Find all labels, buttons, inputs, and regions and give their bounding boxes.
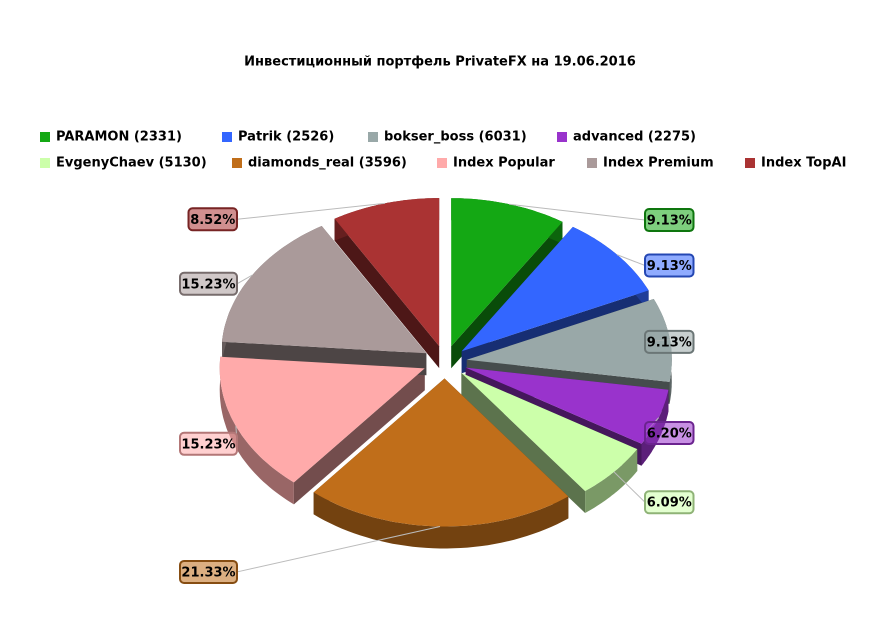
legend-label: Patrik (2526) [238,130,334,145]
legend-swatch [232,158,242,168]
value-label-box [179,271,238,296]
value-label-box [644,421,695,446]
legend-label: Index Popular [453,156,555,171]
legend-label: Index Premium [603,156,714,171]
value-label-box [644,208,695,233]
leader-line [236,525,441,573]
slice [222,226,427,354]
value-label-box [179,431,238,456]
legend-swatch [557,132,567,142]
leader-line [509,203,646,221]
legend-swatch [745,158,755,168]
legend-label: diamonds_real (3596) [248,156,407,171]
legend-swatch [40,158,50,168]
value-label: 9.13% [647,335,692,350]
value-label: 15.23% [181,277,235,292]
value-label: 6.09% [647,496,692,511]
leader-line [616,254,646,266]
value-label-box [644,490,695,515]
legend-swatch [222,132,232,142]
value-label: 6.20% [647,427,692,442]
legend-label: EvgenyChaev (5130) [56,156,207,171]
slice [466,299,672,382]
slice-outer-wall [585,449,638,513]
slice-outer-wall [219,356,294,505]
value-label-box [179,559,238,584]
chart-title: Инвестиционный портфель PrivateFX на 19.… [244,55,636,70]
value-label: 9.13% [647,214,692,229]
slice-radial-wall [293,368,425,505]
legend-label: bokser_boss (6031) [384,130,527,145]
slice-radial-wall [451,221,563,369]
legend-swatch [40,132,50,142]
slice [461,373,638,491]
slice-radial-wall [334,218,440,369]
leader-line [613,471,646,503]
value-label: 9.13% [647,259,692,274]
value-label-box [187,207,238,232]
slice [451,198,563,347]
slice [219,356,425,483]
legend-label: Index TopAI [761,156,846,171]
slice [334,198,440,347]
value-label-box [644,253,695,278]
legend-label: advanced (2275) [573,130,696,145]
slice [465,367,669,444]
slice-outer-wall [313,492,569,549]
leader-line [236,202,386,220]
value-label: 21.33% [181,565,235,580]
leader-line [236,274,253,285]
slice [461,226,649,352]
slice-radial-wall [461,373,586,513]
legend-label: PARAMON (2331) [56,130,182,145]
slice [313,378,569,527]
legend-swatch [368,132,378,142]
legend-swatch [437,158,447,168]
value-label: 15.23% [181,437,235,452]
value-label-box [644,329,695,354]
legend-swatch [587,158,597,168]
value-label: 8.52% [190,213,235,228]
